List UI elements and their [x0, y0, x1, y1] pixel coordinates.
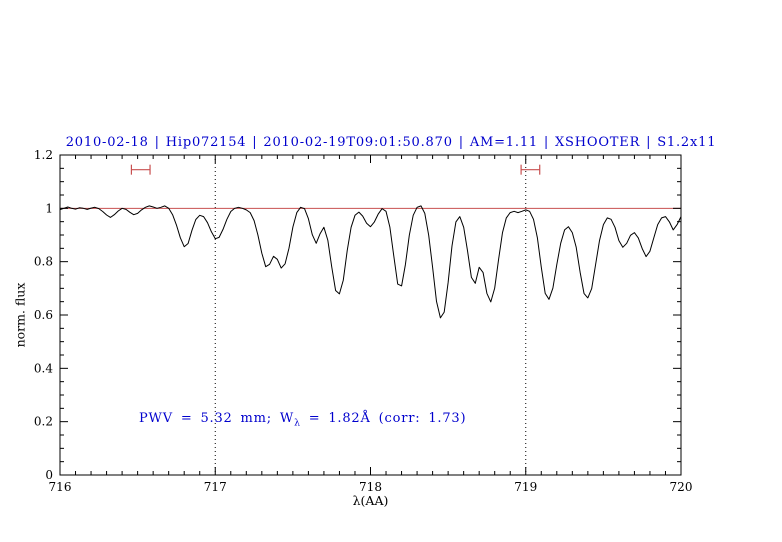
y-tick-label: 0.8	[34, 255, 53, 269]
pwv-annotation-suffix: = 1.82Å (corr: 1.73)	[300, 411, 467, 426]
y-tick-label: 1	[45, 201, 53, 215]
pwv-annotation: PWV = 5.32 mm; Wλ = 1.82Å (corr: 1.73)	[139, 411, 466, 429]
spectrum-line	[59, 205, 682, 319]
x-tick-label: 719	[514, 480, 537, 494]
x-axis-label: λ(AA)	[352, 493, 389, 508]
pwv-annotation-prefix: PWV = 5.32 mm; W	[139, 411, 295, 426]
x-tick-label: 718	[359, 480, 382, 494]
y-axis-label: norm. flux	[12, 282, 28, 348]
pwv-annotation-subscript: λ	[294, 417, 301, 429]
y-tick-label: 1.2	[34, 148, 53, 162]
y-tick-label: 0.2	[34, 415, 53, 429]
y-tick-label: 0	[45, 468, 53, 482]
x-tick-label: 716	[49, 480, 72, 494]
x-tick-label: 720	[670, 480, 693, 494]
x-tick-label: 717	[204, 480, 227, 494]
y-tick-label: 0.6	[34, 308, 53, 322]
plot-title: 2010-02-18 | Hip072154 | 2010-02-19T09:0…	[65, 135, 717, 150]
y-tick-label: 0.4	[34, 361, 53, 375]
